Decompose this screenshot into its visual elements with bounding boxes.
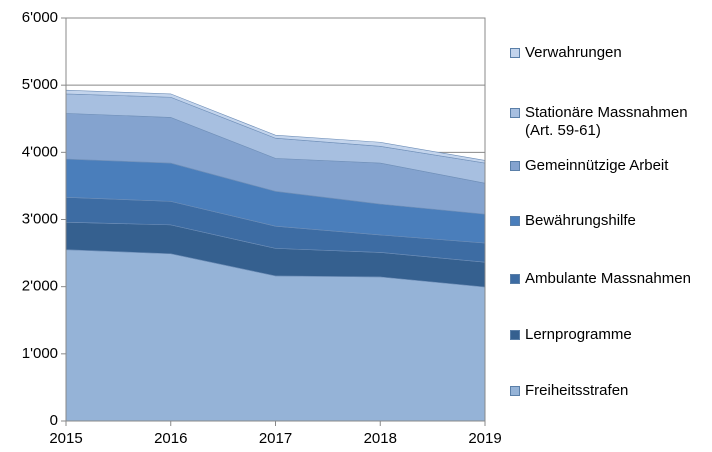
y-tick-label: 5'000 (22, 76, 58, 93)
y-tick-label: 3'000 (22, 210, 58, 227)
y-tick-label: 4'000 (22, 143, 58, 160)
legend-swatch (510, 216, 520, 226)
legend-label: Stationäre Massnahmen (Art. 59-61) (525, 104, 688, 139)
legend-label: Ambulante Massnahmen (525, 270, 691, 287)
legend-item: Stationäre Massnahmen (Art. 59-61) (510, 104, 710, 140)
x-tick-label: 2016 (154, 430, 187, 447)
y-tick-label: 2'000 (22, 278, 58, 295)
y-tick-label: 0 (50, 412, 58, 429)
legend-label: Lernprogramme (525, 326, 632, 343)
legend-swatch (510, 161, 520, 171)
legend-swatch (510, 48, 520, 58)
legend-label: Gemeinnützige Arbeit (525, 157, 669, 174)
legend-item: Gemeinnützige Arbeit (510, 157, 710, 175)
x-tick-label: 2019 (468, 430, 501, 447)
legend-label: Freiheitsstrafen (525, 382, 629, 399)
legend-item: Lernprogramme (510, 326, 710, 344)
legend-item: Verwahrungen (510, 44, 710, 62)
legend-item: Ambulante Massnahmen (510, 270, 710, 288)
legend-swatch (510, 386, 520, 396)
y-tick-label: 6'000 (22, 9, 58, 26)
legend-swatch (510, 330, 520, 340)
legend-item: Bewährungshilfe (510, 212, 710, 230)
legend-item: Freiheitsstrafen (510, 382, 710, 400)
x-tick-label: 2015 (49, 430, 82, 447)
legend-label: Verwahrungen (525, 44, 622, 61)
legend-label: Bewährungshilfe (525, 212, 636, 229)
legend-swatch (510, 274, 520, 284)
legend-swatch (510, 108, 520, 118)
x-tick-label: 2018 (364, 430, 397, 447)
y-tick-label: 1'000 (22, 345, 58, 362)
x-tick-label: 2017 (259, 430, 292, 447)
